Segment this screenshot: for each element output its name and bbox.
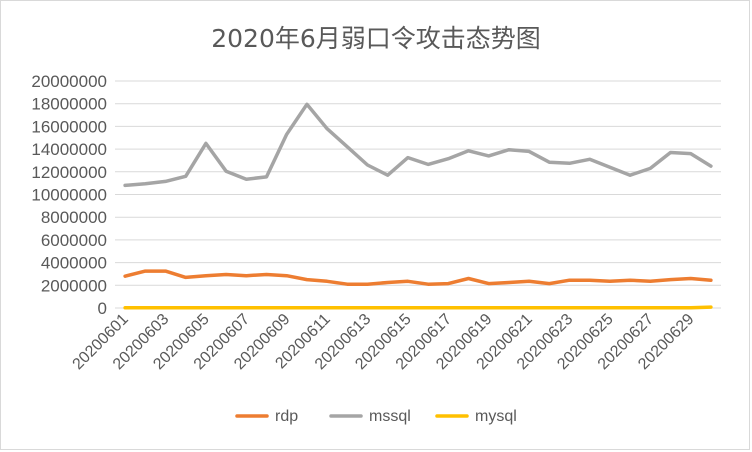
y-tick-label: 10000000 xyxy=(31,186,107,205)
y-tick-label: 6000000 xyxy=(41,231,107,250)
series-line-rdp xyxy=(123,269,713,286)
y-tick-label: 16000000 xyxy=(31,117,107,136)
y-tick-label: 8000000 xyxy=(41,208,107,227)
series-line-mssql xyxy=(123,102,713,188)
y-tick-label: 2000000 xyxy=(41,276,107,295)
legend-label-rdp: rdp xyxy=(275,408,298,425)
series-line-mysql xyxy=(123,305,713,310)
y-tick-label: 4000000 xyxy=(41,254,107,273)
legend-label-mssql: mssql xyxy=(369,408,411,425)
y-tick-label: 0 xyxy=(98,299,107,318)
chart-title: 2020年6月弱口令攻击态势图 xyxy=(211,24,541,53)
y-tick-label: 12000000 xyxy=(31,163,107,182)
y-tick-label: 18000000 xyxy=(31,95,107,114)
legend-label-mysql: mysql xyxy=(475,408,517,425)
y-tick-label: 14000000 xyxy=(31,140,107,159)
y-tick-label: 20000000 xyxy=(31,72,107,91)
